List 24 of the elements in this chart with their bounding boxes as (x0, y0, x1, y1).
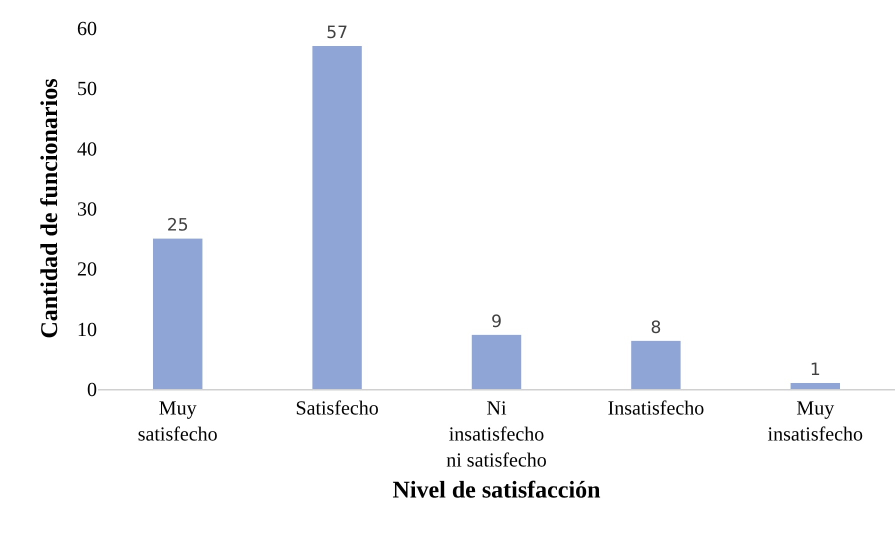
y-tick-label: 0 (87, 379, 97, 401)
bar (631, 340, 681, 389)
data-label: 9 (491, 312, 502, 332)
x-tick-label: Ni insatisfecho ni satisfecho (446, 398, 547, 472)
y-tick-label: 60 (77, 18, 97, 40)
x-axis-title: Nivel de satisfacción (392, 478, 600, 504)
data-label: 25 (166, 216, 189, 236)
x-tick-label: Insatisfecho (608, 398, 704, 420)
x-tick-label: Satisfecho (295, 398, 379, 420)
y-tick-label: 20 (77, 258, 97, 281)
x-tick-label: Muy insatisfecho (768, 398, 864, 446)
y-tick-label: 10 (77, 318, 97, 341)
data-label: 1 (810, 360, 821, 380)
data-label: 57 (326, 23, 348, 44)
bar (790, 382, 840, 389)
bar (472, 334, 522, 389)
y-tick-label: 40 (77, 138, 97, 160)
y-tick-label: 50 (77, 78, 97, 100)
bar (152, 238, 202, 389)
y-tick-label: 30 (77, 198, 97, 220)
y-axis-title: Cantidad de funcionarios (37, 78, 64, 339)
bar (312, 46, 362, 389)
data-label: 8 (650, 318, 662, 338)
x-tick-label: Muy satisfecho (138, 398, 218, 446)
